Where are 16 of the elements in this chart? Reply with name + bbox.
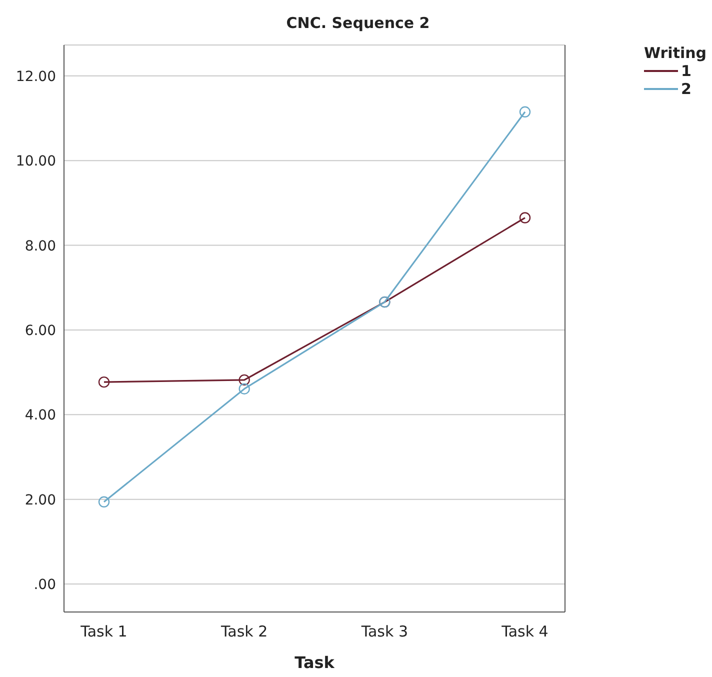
chart-title: CNC. Sequence 2 (286, 14, 430, 32)
y-tick-label: .00 (34, 577, 56, 594)
legend-label: 1 (681, 62, 692, 80)
y-tick-label: 10.00 (16, 154, 56, 170)
x-tick-label: Task 3 (360, 622, 408, 641)
y-tick-label: 2.00 (24, 492, 56, 508)
y-tick-label: 12.00 (16, 68, 56, 85)
y-tick-label: 8.00 (24, 238, 56, 254)
x-tick-label: Task 1 (80, 622, 128, 641)
y-tick-label: 6.00 (24, 322, 56, 339)
x-axis-title: Task (294, 653, 335, 672)
y-tick-label: 4.00 (24, 408, 56, 424)
x-tick-label: Task 2 (220, 622, 268, 641)
x-tick-label: Task 4 (500, 622, 548, 641)
legend-label: 2 (681, 80, 692, 98)
legend-title: Writing (644, 44, 708, 62)
